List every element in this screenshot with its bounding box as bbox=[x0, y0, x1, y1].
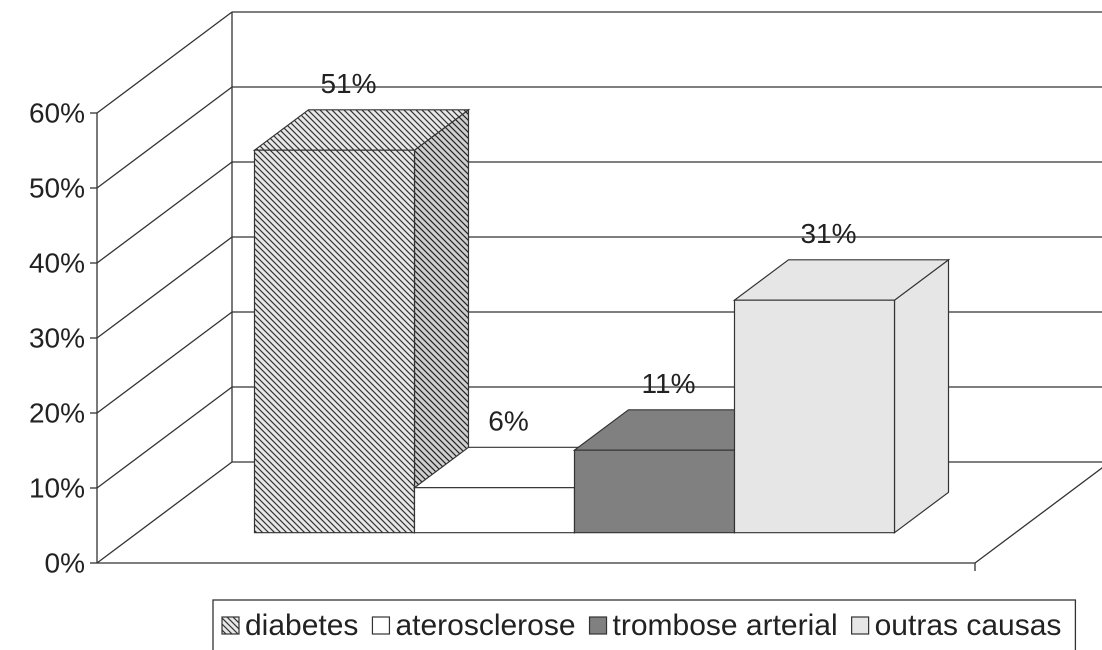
grid-line-side bbox=[96, 11, 233, 114]
value-label: 51% bbox=[320, 68, 376, 99]
value-label: 6% bbox=[488, 406, 528, 437]
legend-label: outras causas bbox=[875, 609, 1062, 642]
y-tick-label: 40% bbox=[29, 247, 85, 278]
grid-line-side bbox=[96, 461, 233, 564]
grid-line-side bbox=[96, 386, 233, 489]
grid-line-side bbox=[96, 311, 233, 414]
legend: diabetes aterosclerose trombose arterial ou… bbox=[212, 599, 1077, 650]
grid-line-side bbox=[96, 236, 233, 339]
legend-label: diabetes bbox=[245, 609, 358, 642]
legend-swatch bbox=[588, 616, 608, 635]
legend-label: aterosclerose bbox=[395, 609, 575, 642]
bar bbox=[732, 258, 951, 534]
y-tick-label: 0% bbox=[45, 547, 85, 578]
y-tick-label: 30% bbox=[29, 322, 85, 353]
value-label: 31% bbox=[800, 218, 856, 249]
value-label: 11% bbox=[642, 368, 696, 399]
bar-front bbox=[253, 149, 416, 534]
floor-right bbox=[974, 467, 1102, 564]
bar bbox=[252, 108, 471, 534]
y-tick-label: 50% bbox=[29, 172, 85, 203]
grid-line-side bbox=[96, 86, 233, 189]
bar-front bbox=[733, 299, 896, 534]
grid-line-side bbox=[96, 161, 233, 264]
y-tick-label: 60% bbox=[29, 97, 85, 128]
bar-front bbox=[413, 487, 576, 534]
legend-swatch bbox=[221, 616, 240, 635]
bar-side bbox=[893, 258, 950, 534]
legend-box bbox=[212, 599, 1077, 650]
bar-front bbox=[573, 449, 736, 534]
y-tick-label: 20% bbox=[29, 397, 85, 428]
y-tick-label: 10% bbox=[29, 472, 85, 503]
legend-label: trombose arterial bbox=[613, 609, 838, 642]
legend-swatch bbox=[371, 616, 391, 635]
legend-swatch bbox=[851, 616, 870, 635]
